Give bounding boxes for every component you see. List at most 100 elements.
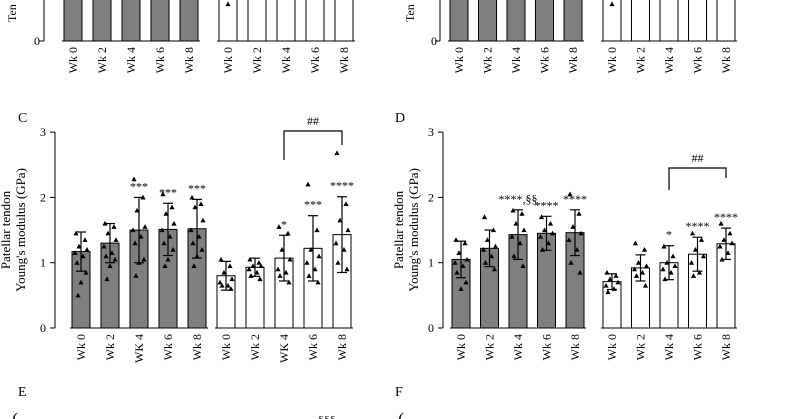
panel-c-x-tick-label: WK 4 [277,334,291,363]
panel-d-data-point [537,233,544,239]
panel-c-data-point [250,263,256,269]
panel-d-data-point [639,269,646,275]
panel-c-data-point [78,279,84,285]
panel-c-data-point [171,220,177,226]
panel-d-significance-label: **** [535,198,559,212]
top-right-x-tick-label: Wk 8 [566,47,580,73]
panel-d-data-point [454,269,460,275]
panel-d-x-tick-label: Wk 2 [483,334,497,360]
top-right-x-tick-label: Wk 4 [662,47,676,73]
panel-d-data-point [511,253,517,259]
panel-c-data-point [169,204,175,210]
top-right-data-point [609,1,615,7]
top-left-zero-label: 0 [34,34,40,48]
panel-c-x-tick-label: Wk 8 [190,334,204,360]
panel-e-ylabel-fragment: ( [12,409,18,419]
panel-c-significance-label: *** [159,185,177,199]
panel-d-data-point [520,263,526,269]
panel-d-data-point [660,266,666,272]
panel-d-data-point [453,237,459,242]
panel-c-data-point [227,263,233,269]
panel-c-data-point [312,266,318,272]
panel-c-data-point [189,194,195,200]
panel-d-data-point [519,211,525,216]
panel-d-data-point [718,220,724,226]
top-right-x-tick-label: Wk 2 [634,47,648,73]
panel-c-x-tick-label: Wk 0 [219,334,233,360]
panel-c-data-point [112,256,118,262]
panel-d-data-point [604,269,610,275]
panel-d-data-point [576,211,582,216]
panel-c-data-point [304,260,310,265]
panel-d-data-point [570,224,576,229]
panel-c-data-point [188,227,194,233]
panel-d-data-point [456,250,462,255]
top-right-ylabel-fragment: Ten [403,4,417,22]
panel-d-data-point [631,266,638,272]
panel-c-data-point [257,276,263,282]
panel-c-x-tick-label: WK 4 [132,334,146,363]
panel-c-data-point [136,260,142,265]
panel-c-significance-label: *** [188,181,206,195]
panel-c-data-point [306,273,312,278]
top-left-x-tick-label: Wk 4 [279,47,293,73]
panel-c-x-tick-label: Wk 2 [248,334,262,360]
panel-c: C Patellar tendon Young's modulus (GPa) … [0,111,354,363]
panel-d-label: D [395,111,405,126]
panel-c-data-point [305,181,311,187]
top-right-bar [449,0,469,42]
panel-d-data-point [463,279,469,285]
panel-c-data-point [113,237,119,242]
panel-d-x-tick-label: Wk 6 [691,334,705,360]
panel-c-data-point [196,233,202,239]
panel-c-data-point [83,269,89,275]
panel-c-comparison-bracket [283,130,343,160]
panel-c-y-tick-label: 0 [40,321,46,335]
panel-f-ylabel-fragment: ( [398,409,404,419]
panel-d-bracket-label: ## [692,151,704,165]
top-right-x-tick-label: Wk 8 [719,47,733,73]
top-left-bar [63,0,83,42]
panel-d-significance-label: **** [563,192,587,206]
panel-c-data-point [191,263,197,269]
panel-c-data-point [275,266,281,272]
panel-c-data-point [256,260,262,265]
top-right-x-tick-label: Wk 2 [481,47,495,73]
panel-c-bracket-label: ## [307,114,319,128]
panel-c-data-point [132,240,138,246]
panel-c-data-point [170,247,176,252]
top-left-bar [179,0,199,42]
panel-d-data-point [513,220,519,226]
top-left-bar [247,0,267,42]
panel-d-marks: 0 1 2 3 Wk 0 Wk 2 ****,§§ Wk 4 **** Wk 6 **** Wk 8 W… [428,125,738,360]
panel-c-x-tick-label: Wk 0 [74,334,88,360]
panel-d-data-point [491,266,498,272]
panel-c-data-point [285,230,291,236]
panel-c-data-point [163,211,169,216]
panel-d-data-point [664,260,670,265]
panel-d-data-point [688,260,695,265]
panel-c-data-point [276,224,282,229]
panel-d-data-point [668,269,674,275]
panel-d-significance-label: **** [714,210,738,224]
panel-c-data-point [221,269,227,275]
panel-c-label: C [18,111,27,126]
panel-c-data-point [316,253,322,259]
panel-d-data-point [727,230,733,236]
panel-d-data-point [633,273,640,278]
panel-c-data-point [335,260,341,265]
top-left-bar [305,0,325,42]
panel-d-data-point [549,230,556,236]
panel-c-data-point [111,224,117,229]
panel-d: D Patellar tendon Young's modulus (GPa) … [391,111,738,360]
panel-c-data-point [217,279,223,285]
panel-d-data-point [566,237,572,242]
top-left-bar [276,0,296,42]
panel-e-annotation-fragment: §§§ [318,413,336,419]
panel-c-data-point [101,243,107,249]
panel-c-x-tick-label: Wk 8 [335,334,349,360]
top-left-x-tick-label: Wk 8 [182,47,196,73]
panel-d-x-tick-label: Wk 4 [511,334,525,360]
panel-c-data-point [73,230,79,236]
panel-c-data-point [160,191,166,197]
